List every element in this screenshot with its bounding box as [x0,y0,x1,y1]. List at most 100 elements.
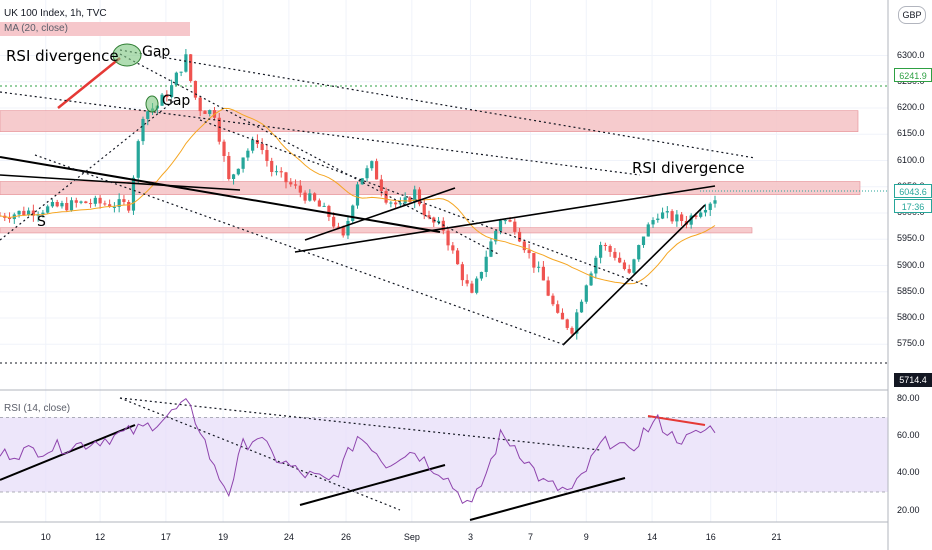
candle-body [146,111,150,119]
candle-body [170,85,174,98]
candle-body [646,224,650,237]
currency-badge[interactable]: GBP [898,6,926,24]
candle-body [589,273,593,286]
resistance-zone [0,227,753,234]
candle-body [417,189,422,205]
candle-body [79,201,83,203]
dotted-resistance-upper [119,49,756,159]
candle-body [313,193,317,201]
ma-legend[interactable]: MA (20, close) [0,22,190,36]
candle-body [46,206,50,213]
candle-body [384,191,388,203]
candle-body [413,189,417,203]
candle-body [651,220,655,225]
candle-body [165,94,169,98]
time-tick-label: 3 [467,532,473,542]
candle-body [103,203,107,205]
candle-body [336,226,341,228]
candle-body [379,179,383,192]
candle-body [131,177,136,211]
rsi-tick-label: 20.00 [897,504,920,515]
low-level-price-box: 5714.4 [894,373,932,387]
symbol-title[interactable]: UK 100 Index, 1h, TVC [4,8,107,19]
candle-body [341,226,345,236]
candle-body [560,312,565,320]
candle-body [122,199,126,202]
candle-body [441,220,445,231]
candle-body [432,217,436,223]
candle-body [613,251,617,258]
candle-body [355,184,360,206]
candle-body [427,215,431,218]
candle-body [112,206,116,208]
candle-body [370,161,374,169]
candle-body [255,140,259,144]
candle-body [217,117,221,142]
candle-body [222,141,226,156]
dotted-support [0,99,176,241]
candle-body [498,220,503,231]
candle-body [88,203,93,205]
candle-body [93,197,97,204]
candle-body [303,192,307,201]
candle-body [279,171,283,173]
rsi-divergence-right-label: RSI divergence [632,159,745,177]
candle-body [60,202,64,207]
rsi-dotted-1 [119,397,601,451]
candle-body [265,150,269,161]
candle-body [127,201,131,211]
candle-body [622,262,627,270]
time-tick-label: 14 [647,532,658,542]
candle-body [84,201,88,204]
divergence-line-price [57,57,121,109]
price-tick-label: 6150.0 [897,128,925,139]
candle-body [551,295,555,305]
candle-body [293,184,298,186]
candle-body [346,220,350,236]
rsi-line [0,398,716,505]
candle-body [708,203,712,210]
candle-body [475,278,479,293]
candle-body [270,160,274,172]
candle-body [584,285,588,302]
candle-body [108,204,112,207]
candle-body [665,211,669,213]
candle-body [236,168,240,175]
candle-body [365,168,369,179]
candle-body [55,201,59,207]
candle-body [594,257,598,274]
candle-body [184,54,188,72]
candle-body [599,244,603,258]
candles [0,48,717,340]
rsi-legend[interactable]: RSI (14, close) [4,403,71,414]
candle-body [246,150,250,158]
countdown-box: 17:36 [894,199,932,213]
candle-body [141,118,145,142]
candle-body [322,205,326,207]
candle-body [360,178,364,185]
candle-body [189,54,193,81]
current-price-box: 6043.6 [894,184,932,198]
time-tick-label: 19 [218,532,229,542]
candle-body [508,220,512,222]
candle-body [689,215,693,225]
candle-body [641,236,646,246]
dotted-channel-lower [34,154,566,346]
gap-label-1: Gap [142,44,171,60]
candle-body [332,216,336,227]
trendline-falling [0,156,441,233]
time-tick-label: 21 [771,532,782,542]
candle-body [22,210,26,216]
dotted-channel [119,53,501,256]
candle-body [484,256,488,272]
gap-marker-1 [112,43,142,67]
time-tick-label: 7 [528,532,534,542]
candle-body [579,301,584,313]
candle-body [98,197,102,204]
candle-body [680,214,684,221]
dotted-level-price-box: 6241.9 [894,68,932,82]
candle-body [274,171,279,173]
candle-body [203,111,207,114]
candle-body [446,230,450,246]
